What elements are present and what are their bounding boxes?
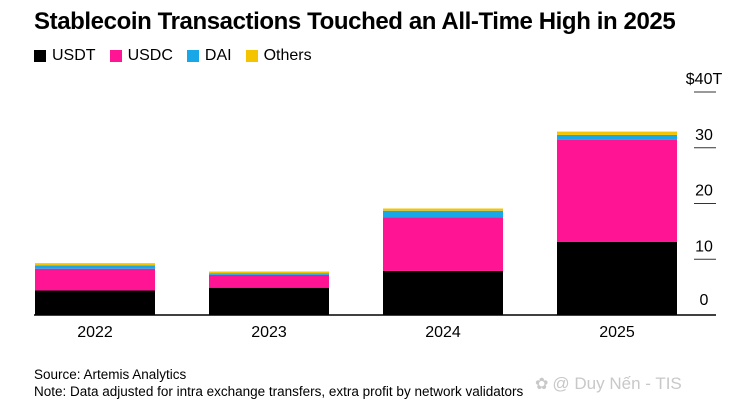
bar-usdc-2023: [209, 274, 329, 288]
bar-usdt-2022: [35, 290, 155, 315]
bar-others-2022: [35, 263, 155, 266]
bar-usdc-2025: [557, 139, 677, 242]
bar-dai-2022: [35, 265, 155, 269]
bar-usdt-2024: [383, 270, 503, 315]
bar-others-2023: [209, 271, 329, 274]
y-tick-label-1: 10: [695, 238, 713, 255]
source-text: Source: Artemis Analytics: [34, 367, 187, 382]
chart-footer: Source: Artemis Analytics Note: Data adj…: [34, 366, 523, 400]
bar-dai-2023: [209, 273, 329, 275]
chart-title: Stablecoin Transactions Touched an All-T…: [34, 8, 676, 35]
bar-usdc-2022: [35, 268, 155, 291]
legend-label-usdc: USDC: [127, 47, 173, 64]
x-tick-label-2022: 2022: [77, 324, 113, 341]
flower-logo-icon: ✿: [535, 376, 549, 393]
legend-item-usdc: USDC: [109, 47, 173, 65]
legend-swatch-usdt: [34, 50, 46, 62]
bar-others-2025: [557, 131, 677, 135]
note-text: Note: Data adjusted for intra exchange t…: [34, 384, 524, 399]
y-tick-label-3: 30: [695, 127, 713, 144]
watermark: ✿ @ Duy Nến - TIS: [535, 374, 682, 394]
legend-swatch-dai: [186, 50, 199, 62]
legend-swatch-usdc: [109, 50, 122, 62]
legend-swatch-others: [245, 50, 258, 62]
y-tick-label-4: $40T: [686, 71, 723, 88]
legend-label-dai: DAI: [204, 47, 232, 64]
bar-dai-2024: [383, 210, 503, 218]
x-tick-label-2024: 2024: [425, 324, 461, 341]
legend-item-others: Others: [245, 47, 312, 65]
legend-item-dai: DAI: [186, 47, 232, 65]
bar-usdt-2025: [557, 241, 677, 315]
x-tick-label-2023: 2023: [251, 324, 287, 341]
x-tick-label-2025: 2025: [599, 324, 635, 341]
bar-dai-2025: [557, 134, 677, 140]
bar-usdc-2024: [383, 217, 503, 271]
y-tick-label-0: 0: [700, 292, 709, 309]
y-tick-label-2: 20: [695, 183, 713, 200]
legend-label-usdt: USDT: [52, 47, 96, 64]
watermark-text: @ Duy Nến - TIS: [552, 374, 682, 393]
legend-label-others: Others: [263, 47, 312, 64]
legend: USDT USDC DAI Others: [34, 47, 312, 65]
bar-others-2024: [383, 208, 503, 211]
bar-usdt-2023: [209, 287, 329, 315]
legend-item-usdt: USDT: [34, 47, 96, 65]
